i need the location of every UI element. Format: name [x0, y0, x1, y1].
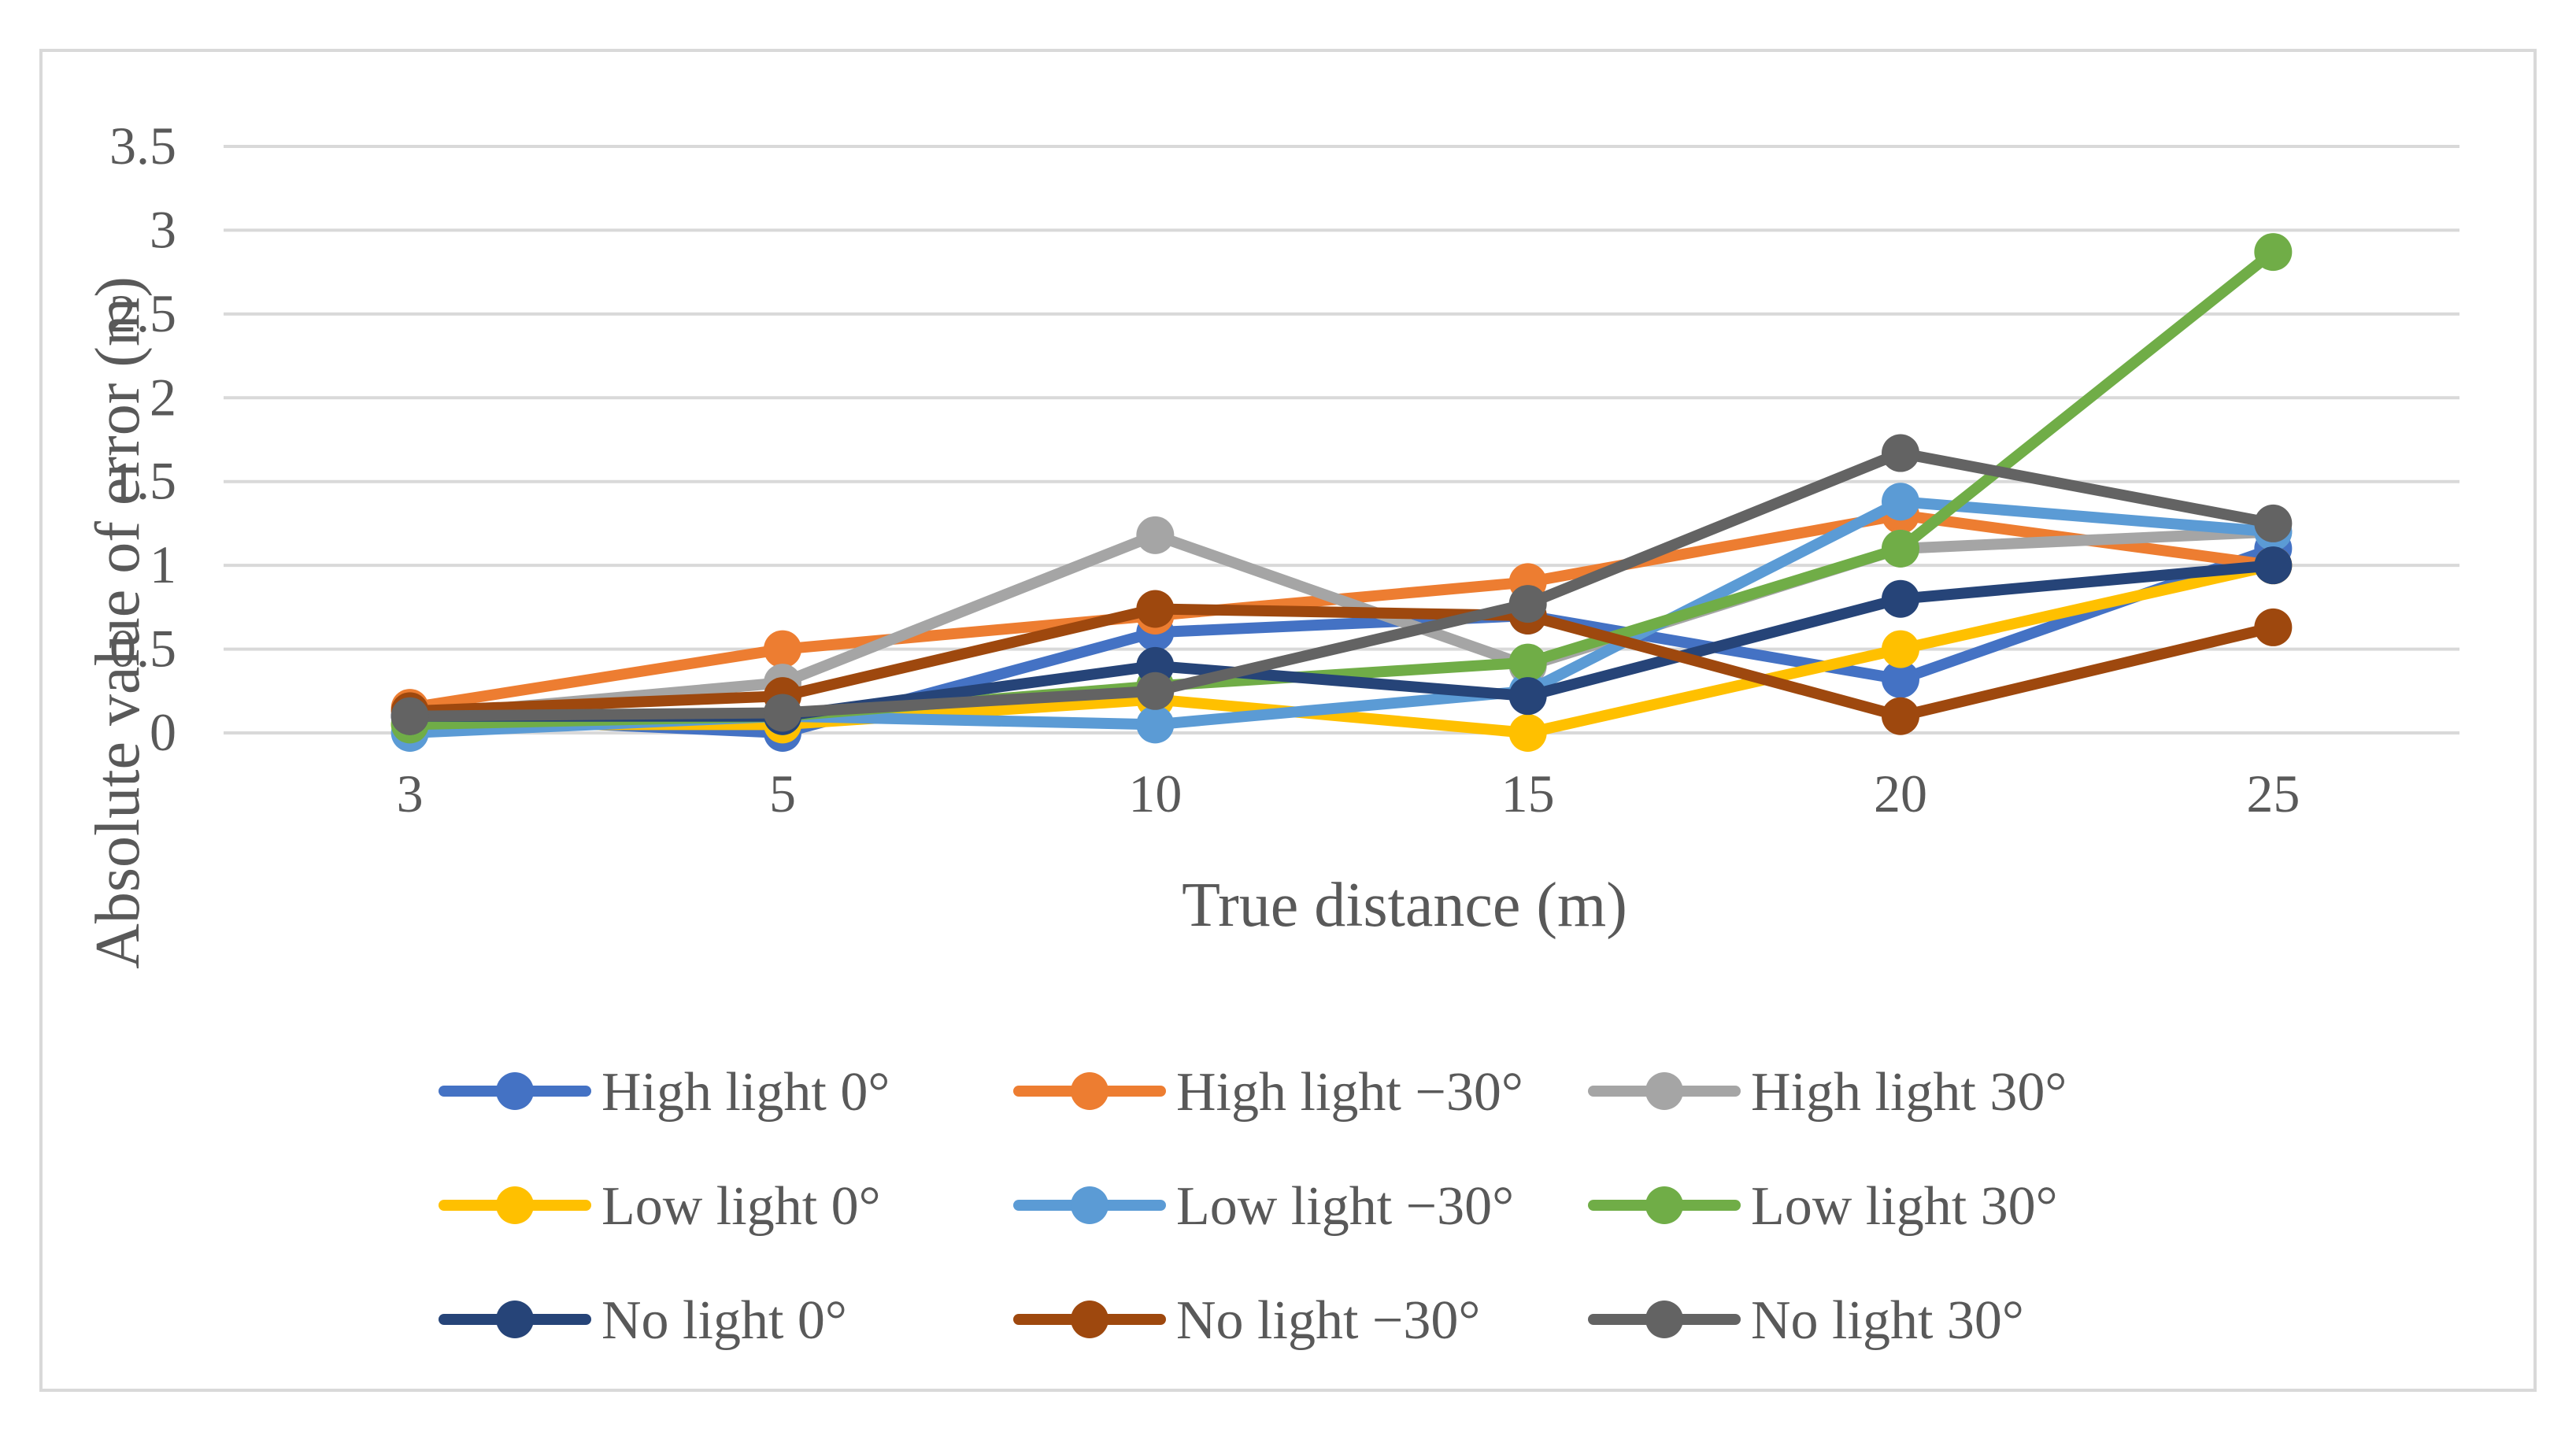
data-point: [390, 697, 429, 735]
data-point: [1882, 483, 1919, 521]
legend-swatch-marker: [496, 1186, 534, 1224]
data-point: [1882, 529, 1919, 568]
legend-swatch-marker: [1071, 1301, 1108, 1338]
x-tick-label: 20: [1874, 764, 1927, 823]
legend-label: High light −30°: [1176, 1062, 1523, 1123]
line-chart: 0 0.5 1 1.5 2 2.5 3 3.5 3 5 10 15 20 25 True distanc…: [83, 116, 2459, 1351]
legend-label: High light 30°: [1751, 1062, 2067, 1123]
series-line: [404, 560, 2279, 738]
legend: High light 0° High light −30° High light 3…: [439, 1062, 2067, 1351]
legend-item: High light −30°: [1013, 1062, 1523, 1123]
legend-label: No light 30°: [1751, 1290, 2024, 1351]
legend-label: High light 0°: [601, 1062, 890, 1123]
series-line: [404, 603, 2279, 722]
y-tick-label: 0.5: [109, 619, 176, 679]
legend-swatch-marker: [1645, 1072, 1683, 1110]
legend-label: Low light 0°: [601, 1176, 881, 1237]
series-8: [390, 434, 2293, 735]
data-point: [2254, 546, 2293, 585]
data-point: [2254, 233, 2293, 272]
legend-swatch-marker: [1645, 1301, 1683, 1338]
legend-swatch-marker: [496, 1301, 534, 1338]
series-line: [404, 526, 2279, 722]
data-point: [1508, 714, 1547, 752]
data-point: [1882, 697, 1919, 735]
data-point: [1136, 705, 1175, 744]
data-point: [1508, 677, 1547, 716]
x-tick-label: 5: [769, 764, 796, 823]
data-point: [2254, 504, 2293, 542]
chart-frame: 0 0.5 1 1.5 2 2.5 3 3.5 3 5 10 15 20 25 True distanc…: [39, 49, 2537, 1392]
y-tick-label: 1.5: [109, 451, 176, 511]
data-point: [764, 630, 801, 668]
data-point: [1508, 585, 1547, 623]
data-point: [1136, 672, 1175, 710]
legend-swatch-marker: [496, 1072, 534, 1110]
legend-label: No light −30°: [1176, 1290, 1480, 1351]
data-point: [1136, 590, 1175, 628]
series-line: [404, 447, 2279, 722]
y-tick-label: 3.5: [109, 116, 176, 176]
series-lines: [390, 233, 2293, 752]
legend-label: Low light 30°: [1751, 1176, 2058, 1237]
y-tick-label: 0: [150, 702, 176, 762]
legend-item: No light −30°: [1013, 1290, 1480, 1351]
legend-swatch-marker: [1645, 1186, 1683, 1224]
series-line: [404, 246, 2279, 731]
y-tick-label: 2: [150, 367, 176, 427]
y-tick-label: 3: [150, 199, 176, 259]
legend-item: No light 30°: [1588, 1290, 2024, 1351]
gridlines: [224, 145, 2459, 734]
data-point: [764, 694, 801, 732]
legend-item: Low light 30°: [1588, 1176, 2058, 1237]
legend-label: Low light −30°: [1176, 1176, 1514, 1237]
data-point: [1136, 516, 1175, 554]
y-tick-label: 2.5: [109, 283, 176, 343]
x-tick-label: 15: [1501, 764, 1555, 823]
legend-item: High light 0°: [439, 1062, 890, 1123]
series-line: [404, 542, 2279, 738]
legend-item: High light 30°: [1588, 1062, 2067, 1123]
data-point: [1508, 643, 1547, 682]
x-axis-title: True distance (m): [1182, 871, 1627, 940]
legend-item: Low light 0°: [439, 1176, 881, 1237]
data-point: [2254, 608, 2293, 646]
legend-item: No light 0°: [439, 1290, 847, 1351]
data-point: [1882, 434, 1919, 472]
data-point: [1882, 630, 1919, 668]
x-tick-label: 25: [2246, 764, 2300, 823]
x-tick-label: 10: [1128, 764, 1182, 823]
legend-swatch-marker: [1071, 1072, 1108, 1110]
legend-item: Low light −30°: [1013, 1176, 1514, 1237]
x-tick-labels: 3 5 10 15 20 25: [397, 764, 2300, 823]
x-tick-label: 3: [397, 764, 424, 823]
legend-label: No light 0°: [601, 1290, 847, 1351]
y-axis-title: Absolute value of error (m): [83, 276, 153, 969]
y-tick-labels: 0 0.5 1 1.5 2 2.5 3 3.5: [109, 116, 176, 762]
y-tick-label: 1: [150, 535, 176, 594]
data-point: [1882, 660, 1919, 698]
data-point: [1882, 579, 1919, 618]
legend-swatch-marker: [1071, 1186, 1108, 1224]
